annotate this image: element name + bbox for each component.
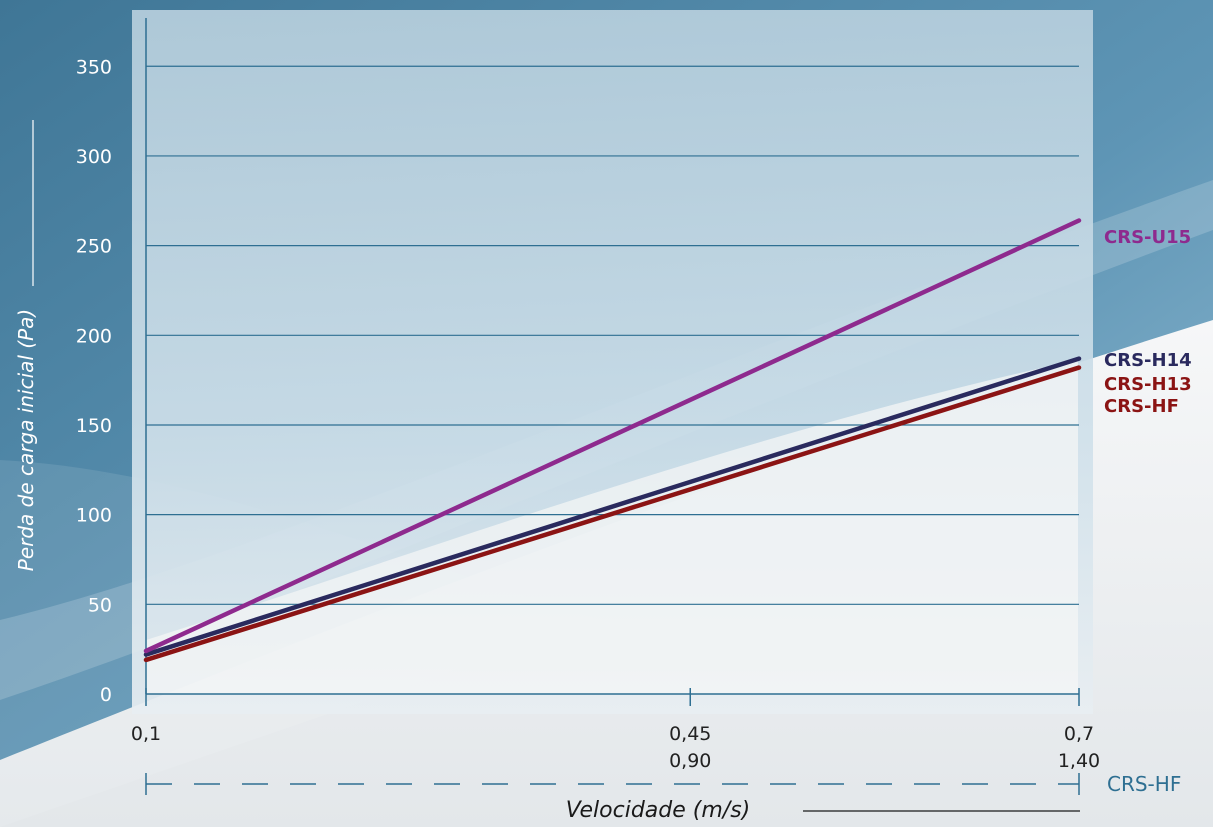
series-label-crs-h13: CRS-H13	[1104, 374, 1192, 395]
series-label-crs-h14: CRS-H14	[1104, 350, 1192, 371]
y-tick-label-100: 100	[76, 505, 112, 527]
series-line-crs-h14	[143, 356, 1082, 657]
x-tick-label-0,7: 0,7	[1064, 723, 1094, 745]
x-tick-label-0,45: 0,45	[669, 723, 711, 745]
x-tick-secondary-label-0,90: 0,90	[669, 750, 711, 772]
y-tick-label-150: 150	[76, 415, 112, 437]
x-tick-secondary-label-1,40: 1,40	[1058, 750, 1100, 772]
secondary-axis-label: CRS-HF	[1107, 772, 1181, 796]
series-label-crs-hf: CRS-HF	[1104, 396, 1179, 417]
y-tick-label-50: 50	[88, 594, 112, 616]
y-tick-label-250: 250	[76, 236, 112, 258]
plot-panel-floor	[146, 360, 1078, 694]
series-line-crs-u15	[143, 218, 1082, 654]
secondary-axis: CRS-HF	[145, 772, 1181, 796]
x-tick-label-0,1: 0,1	[131, 723, 161, 745]
series-layer	[143, 218, 1082, 663]
y-tick-label-300: 300	[76, 146, 112, 168]
x-axis-label: Velocidade (m/s)	[566, 798, 751, 823]
series-line-crs-h13	[143, 365, 1082, 663]
y-tick-label-0: 0	[100, 684, 112, 706]
series-label-crs-u15: CRS-U15	[1104, 227, 1191, 248]
y-tick-label-350: 350	[76, 56, 112, 78]
grid-layer	[146, 65, 1079, 605]
y-tick-label-200: 200	[76, 325, 112, 347]
axes-layer	[145, 18, 1080, 706]
y-axis-label: Perda de carga inicial (Pa)	[14, 309, 38, 571]
labels-layer: 0 50 100 150 200 250 300 350 0,1 0,45 0,90 0,7 1,40 C…	[76, 56, 1192, 772]
